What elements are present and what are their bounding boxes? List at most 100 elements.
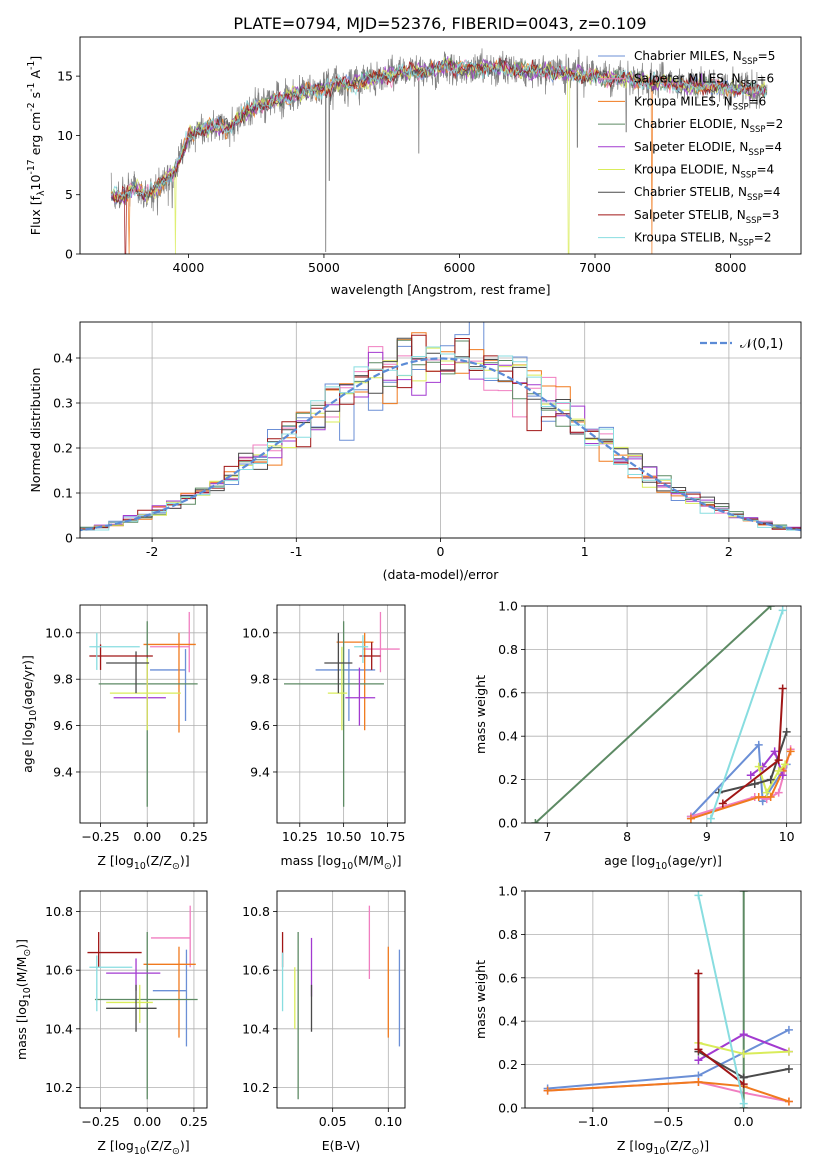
x-tick-label: 10.75 [370, 829, 406, 844]
x-axis-label: mass [log10(M/M⊙)] [281, 853, 402, 872]
y-tick-label: 9.6 [53, 718, 73, 733]
x-tick-label: 8 [623, 829, 631, 844]
weight-marker [754, 762, 763, 771]
weight-marker [718, 799, 727, 808]
y-tick-label: 0.1 [53, 486, 73, 501]
weight-marker [784, 1025, 793, 1034]
y-tick-label: 0.6 [498, 685, 518, 700]
y-tick-label: 9.4 [53, 764, 73, 779]
weight-marker [770, 747, 779, 756]
model-spectrum-line [111, 59, 767, 254]
errorbar-point [315, 649, 376, 721]
axes-frame [79, 36, 802, 255]
weight-marker [766, 792, 775, 801]
x-tick-label: 0.05 [319, 1114, 347, 1129]
weight-marker [694, 1045, 703, 1054]
legend-entry: Salpeter STELIB, NSSP=3 [634, 208, 779, 226]
x-axis-label: Z [log10(Z/Z⊙)] [617, 1138, 709, 1157]
weight-marker [739, 891, 748, 895]
x-axis-label: age [log10(age/yr)] [604, 853, 722, 872]
x-tick-label: 0 [437, 544, 445, 559]
mass-vs-ebv-panel: 0.05 0.10 10.2 10.4 10.6 10.8 E(B-V) [242, 890, 406, 1153]
weight-marker [739, 1030, 748, 1039]
weight-marker [774, 766, 783, 775]
weight-marker [784, 1097, 793, 1106]
legend-entry: Kroupa STELIB, NSSP=2 [634, 231, 772, 249]
y-tick-label: 9.6 [250, 718, 270, 733]
y-axis-label: Flux [fλ10-17 erg cm-2 s-1 A-1] [26, 56, 47, 235]
weight-vs-age-plot-area [531, 606, 795, 823]
errorbar-point [152, 949, 188, 1047]
errorbar-point [113, 667, 166, 726]
weight-marker [778, 684, 787, 693]
weight-marker [739, 1099, 748, 1108]
x-tick-label: −0.25 [81, 1114, 119, 1129]
weight-marker [694, 891, 703, 900]
x-axis-label: E(B-V) [322, 1138, 361, 1153]
errorbar-point [327, 646, 348, 731]
weight-marker [778, 771, 787, 780]
y-axis-label: mass [log10(M/M⊙)] [14, 939, 33, 1060]
legend-entry: Chabrier ELODIE, NSSP=2 [634, 117, 783, 135]
y-axis-label: mass weight [473, 675, 488, 754]
axes-frame [79, 604, 208, 824]
axes-frame [276, 890, 406, 1109]
y-tick-label: 10.2 [242, 1080, 270, 1095]
errorbar-point [109, 658, 181, 731]
weight-series-line [697, 973, 745, 1085]
errorbar-point [150, 905, 191, 968]
errorbar-point [362, 611, 400, 673]
legend-entry: Kroupa ELODIE, NSSP=4 [634, 163, 774, 181]
x-tick-label: -1 [290, 544, 302, 559]
weight-vs-Z-panel: −1.0 −0.5 0.0 0.0 0.2 0.4 0.6 0.8 1.0 Z [log10(Z/… [473, 884, 802, 1157]
x-tick-label: −0.25 [81, 829, 119, 844]
age-vs-mass-plot-area [284, 611, 400, 807]
errorbar-point [87, 932, 142, 968]
y-tick-label: 1.0 [498, 884, 518, 899]
weight-series-line [709, 609, 784, 820]
x-tick-label: 0.0 [734, 1114, 754, 1129]
x-tick-label: 1 [581, 544, 589, 559]
legend-entry: Chabrier STELIB, NSSP=4 [634, 185, 781, 203]
errorbar-point [150, 611, 190, 673]
weight-marker [784, 1064, 793, 1073]
axes-frame [79, 890, 208, 1109]
x-tick-label: 10.25 [282, 829, 318, 844]
y-tick-label: 9.8 [250, 672, 270, 687]
spectrum-panel: 4000 5000 6000 7000 8000 0 5 10 15 wavelength [An… [26, 36, 802, 297]
age-vs-Z-plot-area [89, 611, 198, 807]
y-tick-label: 9.8 [53, 672, 73, 687]
weight-marker [694, 969, 703, 978]
y-tick-label: 0.6 [498, 970, 518, 985]
x-tick-label: −1.0 [578, 1114, 608, 1129]
axes-frame [524, 605, 802, 824]
figure-title: PLATE=0794, MJD=52376, FIBERID=0043, z=0… [233, 14, 646, 33]
y-tick-label: 0 [65, 247, 73, 262]
axes-frame [524, 890, 802, 1109]
y-tick-label: 0.2 [498, 772, 518, 787]
x-tick-label: 7000 [579, 260, 611, 275]
weight-marker [739, 1049, 748, 1058]
x-tick-label: 0.25 [180, 829, 208, 844]
legend-entry: Chabrier MILES, NSSP=5 [634, 49, 775, 67]
y-tick-label: 0 [65, 531, 73, 546]
y-tick-label: 10.4 [45, 1021, 73, 1036]
y-tick-label: 10.4 [242, 1021, 270, 1036]
weight-series-line [697, 895, 745, 1104]
x-tick-label: 0.00 [133, 829, 161, 844]
axes-frame [276, 604, 406, 824]
x-tick-label: 10 [779, 829, 795, 844]
age-vs-mass-panel: 10.25 10.50 10.75 9.4 9.6 9.8 10.0 mass [log10(… [242, 604, 406, 872]
y-tick-label: 10.8 [45, 904, 73, 919]
errorbar-point [150, 649, 187, 721]
weight-marker [746, 771, 755, 780]
model-spectrum-line [110, 59, 767, 198]
weight-marker [706, 814, 715, 823]
weight-marker [543, 1086, 552, 1095]
x-tick-label: 5000 [308, 260, 340, 275]
weight-marker [531, 819, 540, 823]
y-tick-label: 0.0 [498, 1101, 518, 1116]
axes-frame [79, 321, 802, 539]
weight-marker [694, 1077, 703, 1086]
